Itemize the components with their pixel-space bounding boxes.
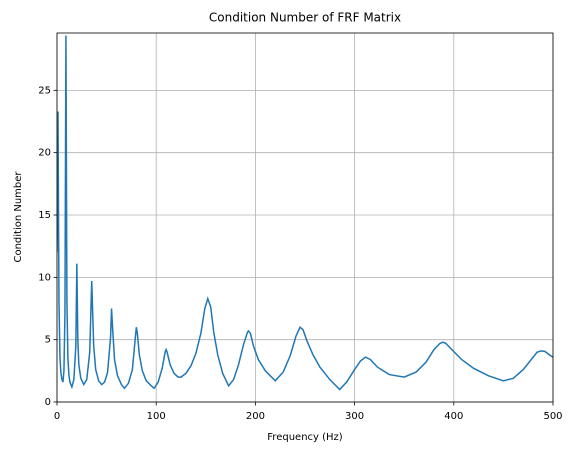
y-tick-label: 5: [45, 335, 51, 346]
y-tick-label: 20: [38, 148, 51, 159]
y-tick-label: 15: [38, 210, 51, 221]
line: [57, 35, 553, 391]
x-tick-label: 300: [345, 411, 364, 422]
y-axis-label: Condition Number: [13, 171, 24, 263]
x-tick-label: 0: [54, 411, 60, 422]
x-tick-label: 100: [147, 411, 166, 422]
y-tick-label: 0: [45, 397, 51, 408]
y-tick-label: 10: [38, 272, 51, 283]
y-tick-label: 25: [38, 85, 51, 96]
chart-title: Condition Number of FRF Matrix: [209, 11, 401, 25]
x-tick-label: 400: [444, 411, 463, 422]
x-tick-label: 200: [246, 411, 265, 422]
x-tick-label: 500: [543, 411, 562, 422]
axes-frame: [56, 32, 554, 403]
x-axis-label: Frequency (Hz): [267, 432, 343, 443]
